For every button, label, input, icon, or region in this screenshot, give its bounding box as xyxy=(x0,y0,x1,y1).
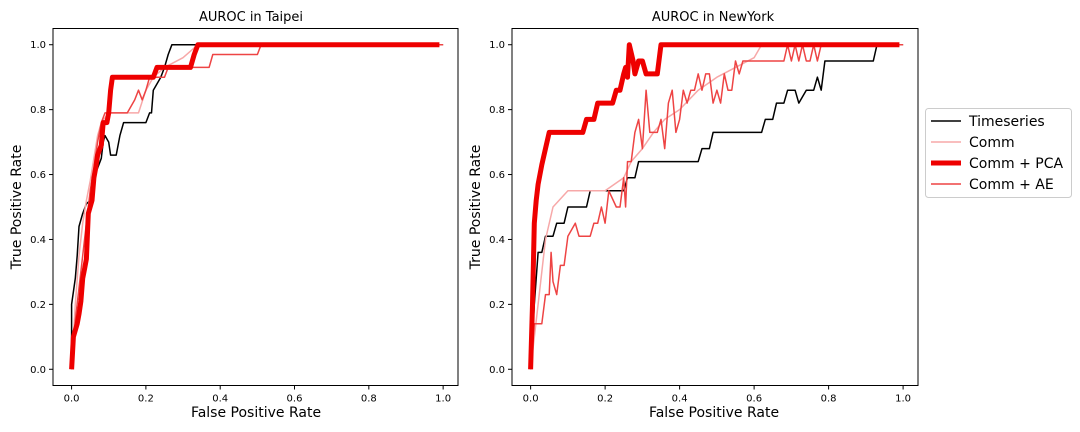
newyork-y-axis-label: True Positive Rate xyxy=(468,145,484,271)
newyork-title: AUROC in NewYork xyxy=(652,10,775,25)
taipei-x-tick-label: 0.6 xyxy=(287,394,303,405)
taipei-panel: AUROC in Taipei 0.0 0.2 0.4 0.6 0.8 1.0 0.00.… xyxy=(9,10,459,421)
newyork-plot-area xyxy=(528,42,904,370)
newyork-x-tick-label: 0.0 xyxy=(523,394,539,405)
newyork-y-tick-label: 1.0 xyxy=(489,40,505,51)
newyork-x-axis-label: False Positive Rate xyxy=(649,405,779,421)
taipei-series-comm-ae xyxy=(70,43,444,370)
taipei-x-axis-label: False Positive Rate xyxy=(191,405,321,421)
legend-items: Timeseries Comm Comm + PCA Comm + AE xyxy=(931,114,1063,193)
newyork-panel: AUROC in NewYork 0.0 0.2 0.4 0.6 0.8 1.0 0.00… xyxy=(468,10,919,421)
newyork-x-tick-label: 0.8 xyxy=(821,394,837,405)
newyork-series-timeseries xyxy=(529,43,904,370)
taipei-x-tick-label: 0.2 xyxy=(138,394,154,405)
taipei-y-tick-label: 0.2 xyxy=(30,300,46,311)
taipei-series-timeseries xyxy=(70,43,444,370)
legend: Timeseries Comm Comm + PCA Comm + AE xyxy=(925,108,1072,198)
taipei-x-tick-label: 0.0 xyxy=(64,394,80,405)
newyork-y-tick-label: 0.4 xyxy=(489,235,505,246)
taipei-x-tick-label: 0.8 xyxy=(361,394,377,405)
taipei-title: AUROC in Taipei xyxy=(199,10,303,25)
taipei-y-ticks: 0.0 0.2 0.4 0.6 0.8 1.0 xyxy=(30,40,53,376)
legend-label-timeseries: Timeseries xyxy=(968,114,1045,130)
newyork-y-tick-label: 0.8 xyxy=(489,105,505,116)
taipei-x-tick-label: 0.4 xyxy=(212,394,228,405)
taipei-plot-area xyxy=(69,42,444,370)
taipei-y-tick-label: 1.0 xyxy=(30,40,46,51)
newyork-x-tick-label: 1.0 xyxy=(895,394,911,405)
taipei-y-tick-label: 0.0 xyxy=(30,365,46,376)
newyork-y-tick-label: 0.0 xyxy=(489,365,505,376)
newyork-x-tick-label: 0.6 xyxy=(746,394,762,405)
taipei-y-tick-label: 0.6 xyxy=(30,170,46,181)
taipei-axes-frame xyxy=(52,28,459,386)
taipei-series-comm xyxy=(70,43,444,370)
newyork-x-tick-label: 0.2 xyxy=(597,394,613,405)
legend-label-comm-pca: Comm + PCA xyxy=(969,156,1063,172)
taipei-y-axis-label: True Positive Rate xyxy=(9,145,25,271)
newyork-y-tick-label: 0.6 xyxy=(489,170,505,181)
newyork-axes-frame xyxy=(511,28,919,386)
legend-label-comm: Comm xyxy=(969,135,1015,151)
taipei-x-ticks: 0.0 0.2 0.4 0.6 0.8 1.0 xyxy=(64,385,451,405)
legend-label-comm-ae: Comm + AE xyxy=(969,177,1054,193)
newyork-series-comm-pca xyxy=(528,42,900,370)
taipei-series-comm-pca xyxy=(69,42,440,370)
newyork-x-ticks: 0.0 0.2 0.4 0.6 0.8 1.0 xyxy=(523,385,911,405)
taipei-y-tick-label: 0.4 xyxy=(30,235,46,246)
taipei-y-tick-label: 0.8 xyxy=(30,105,46,116)
legend-box xyxy=(925,108,1072,198)
taipei-x-tick-label: 1.0 xyxy=(435,394,451,405)
newyork-y-tick-label: 0.2 xyxy=(489,300,505,311)
newyork-y-ticks: 0.0 0.2 0.4 0.6 0.8 1.0 xyxy=(489,40,512,376)
newyork-x-tick-label: 0.4 xyxy=(672,394,688,405)
newyork-series-comm-ae xyxy=(529,43,904,370)
